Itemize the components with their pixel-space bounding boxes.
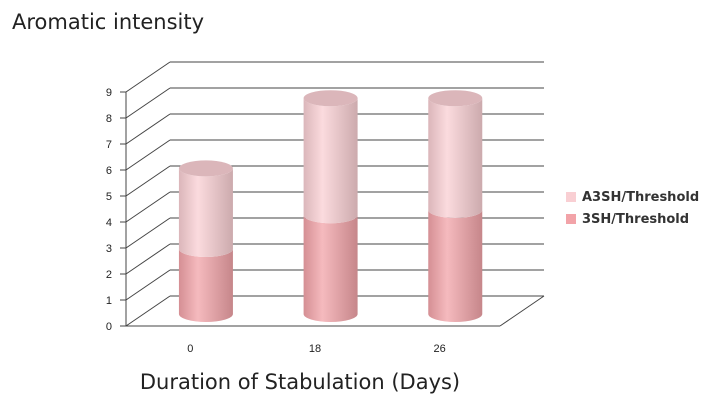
y-tick-label: 9 [106,87,112,99]
bar-A3SH/Threshold-26 [428,98,483,218]
y-axis-title: Aromatic intensity [12,10,205,34]
gridline-side [125,113,171,145]
bar-3SH/Threshold-0 [178,249,233,322]
y-tick-label: 5 [106,191,112,203]
gridline-side [125,191,171,223]
y-tick-label: 0 [106,321,112,333]
y-tick-label: 7 [106,139,112,151]
gridline-side [125,165,171,197]
x-axis-title: Duration of Stabulation (Days) [139,370,461,394]
bar-cap-0 [178,160,233,177]
legend-swatch-3sh [566,214,576,224]
y-tick-label: 2 [106,269,112,281]
gridline-side [125,87,171,119]
bar-A3SH/Threshold-0 [178,168,233,257]
gridline-side [125,269,171,301]
legend-swatch-a3sh [566,192,576,202]
y-tick-label: 6 [106,165,112,177]
legend-label-3sh: 3SH/Threshold [582,211,690,227]
gridline-side [125,243,171,275]
floor-right-edge [499,295,545,327]
legend: A3SH/Threshold 3SH/Threshold [566,186,699,230]
legend-item-a3sh: A3SH/Threshold [566,186,699,208]
x-tick-label: 26 [434,343,446,355]
y-tick-label: 4 [106,217,112,229]
gridline-side [125,61,171,93]
bar-3SH/Threshold-26 [428,210,483,322]
gridline-side [125,295,171,327]
y-tick-label: 3 [106,243,112,255]
y-tick-label: 8 [106,113,112,125]
legend-item-3sh: 3SH/Threshold [566,208,699,230]
x-tick-label: 0 [187,343,193,355]
gridline-side [125,217,171,249]
y-tick-label: 1 [106,295,112,307]
gridline-side [125,139,171,171]
bar-3SH/Threshold-18 [303,215,358,322]
bar-cap-26 [428,90,483,107]
bar-A3SH/Threshold-18 [303,98,358,224]
legend-label-a3sh: A3SH/Threshold [582,189,700,205]
bar-cap-18 [303,90,358,107]
x-tick-label: 18 [309,343,321,355]
